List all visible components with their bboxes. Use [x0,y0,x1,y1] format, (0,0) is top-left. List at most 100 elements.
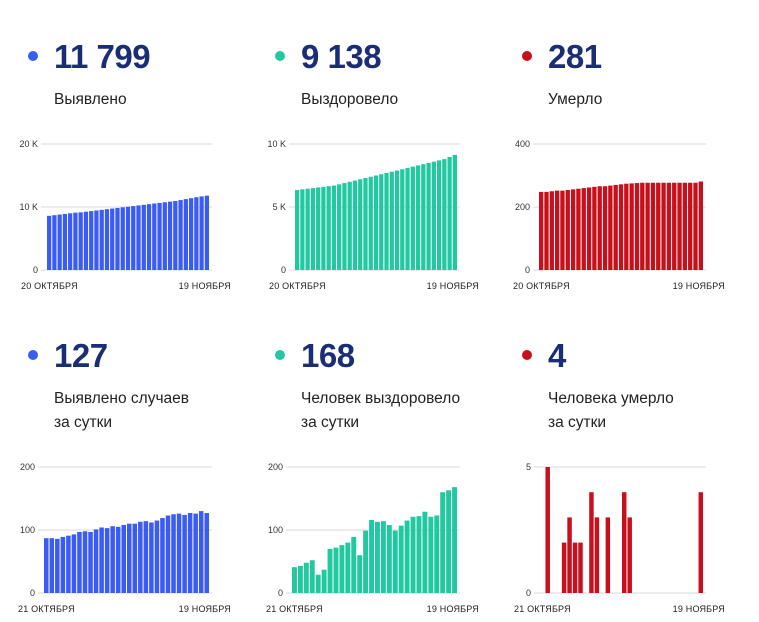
bar [589,492,594,593]
bar [576,188,581,270]
bar [357,555,363,593]
bar [199,196,204,270]
bar [549,191,554,270]
series-dot [522,350,532,360]
bar [204,512,209,593]
bar [440,492,446,593]
bar [436,160,442,270]
bar [352,180,358,270]
bar [578,542,583,593]
bar [373,175,379,270]
y-tick-label: 0 [33,265,38,275]
x-start-label: 20 ОКТЯБРЯ [269,281,326,291]
bar [120,207,125,270]
bar [295,189,300,270]
bar [561,542,567,593]
bar [157,202,162,270]
y-tick-label: 100 [268,525,283,535]
detected-daily-label-line2: за сутки [54,414,113,431]
bar [297,565,303,593]
bar [570,189,576,270]
bar [162,202,167,270]
bar [442,159,447,270]
bar [434,515,440,593]
bar [363,178,368,270]
bar [303,562,309,593]
bar [389,171,394,270]
x-start-label: 21 ОКТЯБРЯ [18,604,75,614]
bar [136,205,141,270]
died-daily-value: 4 [548,337,566,374]
bar [292,567,297,593]
bar [688,182,693,270]
bar [369,519,374,593]
bar [62,213,68,270]
bar [331,185,337,270]
recovered-total-label: Выздоровело [301,91,399,108]
bar [554,190,560,270]
bar [446,490,452,593]
bar [380,521,386,593]
recovered-daily-chart: 200 100 0 21 ОКТЯБРЯ 19 НОЯБРЯ [266,462,479,614]
bar [204,195,209,270]
y-tick-label: 100 [20,525,35,535]
bar [146,204,152,270]
bar [171,514,176,593]
bar [415,165,421,270]
bar [666,182,672,270]
died-daily-chart: 5 0 21 ОКТЯБРЯ 19 НОЯБРЯ [514,462,725,614]
detected-total-value: 11 799 [54,38,151,75]
bar [594,517,600,593]
bar [672,182,677,270]
bar [321,569,327,593]
bar [677,182,682,270]
bar [447,156,452,270]
bar [49,538,55,593]
bar [333,547,339,593]
bar [634,183,640,270]
bar [182,514,187,593]
died-total-chart: 400 200 0 20 ОКТЯБРЯ 19 НОЯБРЯ [513,139,725,291]
bar [194,197,199,270]
y-tick-label: 0 [281,265,286,275]
bar [152,203,157,270]
bar [421,164,426,270]
y-tick-label: 0 [526,588,531,598]
bar [416,516,422,593]
y-tick-label: 400 [515,139,530,149]
bar [154,520,160,593]
bar [132,523,138,593]
bar [622,492,627,593]
bar [327,548,333,593]
bar [316,187,321,270]
series-dot [28,350,38,360]
bar [410,166,415,270]
bar [165,515,171,593]
bar [125,206,131,270]
bar [645,182,650,270]
bar [339,545,345,593]
bar [315,574,321,593]
bar [572,542,578,593]
bar [567,517,572,593]
bar [110,208,115,270]
bar [127,523,132,593]
recovered-daily-value: 168 [301,337,355,374]
y-tick-label: 5 [526,462,531,472]
y-tick-label: 0 [525,265,530,275]
bar [405,167,410,270]
bar [71,534,77,593]
bar [60,536,66,593]
bar [452,154,457,270]
bar [104,209,110,270]
recovered-total-chart: 10 K 5 K 0 20 ОКТЯБРЯ 19 НОЯБРЯ [267,139,478,291]
bar [57,214,62,270]
bar [597,186,602,270]
x-start-label: 21 ОКТЯБРЯ [514,604,571,614]
bar [47,215,52,270]
bar [176,513,182,593]
bar [337,184,342,270]
recovered-total-value: 9 138 [301,38,382,75]
died-daily-label-line2: за сутки [548,414,607,431]
series-dot [275,350,285,360]
